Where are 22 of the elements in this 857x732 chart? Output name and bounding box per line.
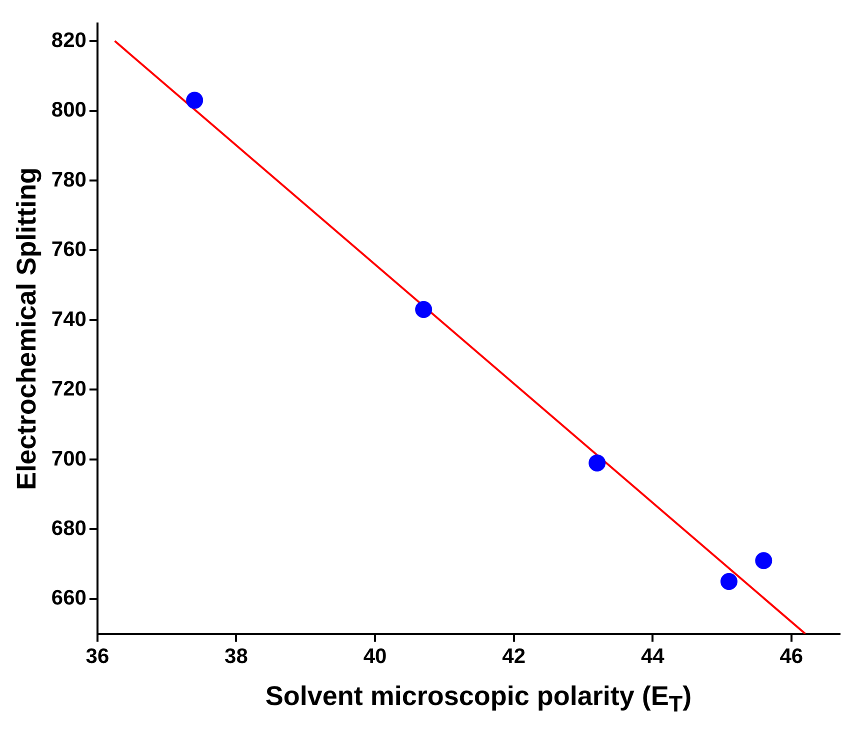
y-tick-label: 700 [51,447,86,470]
point [720,572,738,590]
x-tick-label: 44 [640,645,665,668]
y-tick-label: 780 [51,168,86,192]
y-axis-title: Electrochemical Splitting [12,167,42,490]
point [588,454,606,472]
point [415,301,432,318]
x-axis-title: Solvent microscopic polarity (E$_{T}$) [264,681,693,718]
y-tick-label: 720 [51,378,86,401]
y-tick-label: 660 [51,586,86,610]
x-tick-label: 40 [363,645,387,668]
point [755,552,772,570]
point [186,92,204,109]
y-tick-label: 740 [51,308,86,331]
y-tick-label: 680 [51,516,86,540]
y-tick-label: 760 [51,238,86,262]
x-tick-label: 38 [224,645,248,668]
x-tick-label: 42 [502,645,526,668]
y-tick-label: 800 [51,98,86,122]
y-tick-label: 820 [51,28,86,52]
x-tick-label: 46 [780,645,804,668]
x-tick-label: 36 [86,645,110,668]
